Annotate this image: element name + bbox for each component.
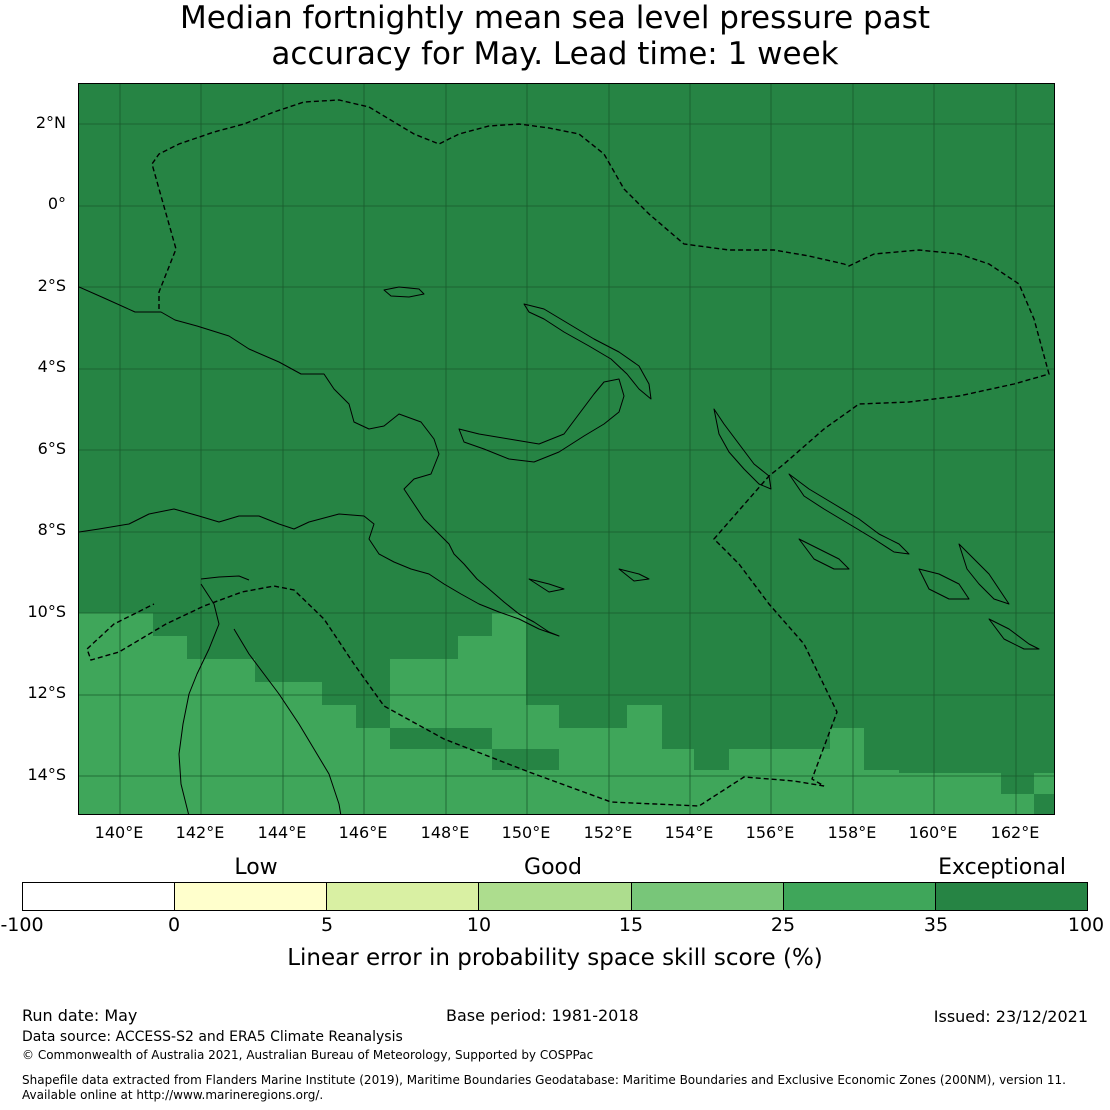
cape-york-east bbox=[233, 628, 342, 814]
lat-label: 12°S bbox=[27, 683, 66, 702]
lon-label: 150°E bbox=[501, 823, 551, 842]
lat-label: 2°S bbox=[37, 276, 66, 295]
colorbar-segment bbox=[479, 883, 632, 910]
coastlines bbox=[79, 286, 1040, 814]
lon-label: 152°E bbox=[583, 823, 633, 842]
colorbar-segment bbox=[935, 883, 1087, 910]
lon-label: 146°E bbox=[338, 823, 388, 842]
shapefile-credit-2: Available online at http://www.marinereg… bbox=[22, 1088, 324, 1102]
map-svg bbox=[79, 84, 1054, 814]
lon-label: 162°E bbox=[990, 823, 1040, 842]
issued-date: Issued: 23/12/2021 bbox=[933, 1007, 1088, 1026]
lon-label: 140°E bbox=[94, 823, 144, 842]
colorbar-title: Linear error in probability space skill … bbox=[287, 945, 823, 971]
lower-skill-patch-d bbox=[1001, 794, 1034, 814]
colorbar-tick: 35 bbox=[923, 914, 949, 936]
colorbar-tick: 100 bbox=[1067, 914, 1105, 936]
solomons-4 bbox=[958, 543, 1010, 605]
colorbar-tick: 25 bbox=[770, 914, 796, 936]
lat-label: 4°S bbox=[37, 357, 66, 376]
colorbar-tick: 5 bbox=[320, 914, 334, 936]
colorbar-segment bbox=[327, 883, 480, 910]
manus-island bbox=[383, 286, 425, 298]
solomons-3 bbox=[918, 568, 970, 600]
bougainville-coast bbox=[713, 408, 772, 490]
copyright: © Commonwealth of Australia 2021, Austra… bbox=[22, 1048, 594, 1062]
lat-label: 0° bbox=[47, 194, 66, 213]
solomons-2 bbox=[798, 538, 850, 570]
lat-label: 8°S bbox=[37, 520, 66, 539]
run-date: Run date: May bbox=[22, 1006, 138, 1025]
lat-label: 14°S bbox=[27, 765, 66, 784]
colorbar-tick: 10 bbox=[466, 914, 492, 936]
louisiade-2 bbox=[618, 568, 650, 582]
map-area[interactable] bbox=[78, 83, 1055, 815]
legend-category-low: Low bbox=[234, 855, 278, 880]
lon-label: 160°E bbox=[908, 823, 958, 842]
shapefile-credit-1: Shapefile data extracted from Flanders M… bbox=[22, 1073, 1066, 1087]
chart-title: Median fortnightly mean sea level pressu… bbox=[0, 0, 1110, 72]
louisiade-1 bbox=[528, 578, 565, 593]
colorbar-tick: -100 bbox=[0, 914, 44, 936]
colorbar-tick: 15 bbox=[618, 914, 644, 936]
colorbar-segment bbox=[175, 883, 328, 910]
lon-label: 158°E bbox=[827, 823, 877, 842]
new-guinea-coast bbox=[79, 286, 560, 637]
legend-category-exceptional: Exceptional bbox=[938, 855, 1066, 880]
solomons-5 bbox=[988, 618, 1040, 650]
title-line-1: Median fortnightly mean sea level pressu… bbox=[179, 0, 931, 36]
colorbar bbox=[22, 882, 1088, 911]
title-line-2: accuracy for May. Lead time: 1 week bbox=[271, 36, 839, 72]
colorbar-segment bbox=[631, 883, 784, 910]
graticule bbox=[79, 84, 1054, 814]
lon-label: 148°E bbox=[420, 823, 470, 842]
lat-label: 6°S bbox=[37, 439, 66, 458]
new-ireland-coast bbox=[523, 303, 652, 400]
data-source: Data source: ACCESS-S2 and ERA5 Climate … bbox=[22, 1029, 403, 1045]
colorbar-tick: 0 bbox=[167, 914, 181, 936]
lat-label: 10°S bbox=[27, 602, 66, 621]
legend-category-good: Good bbox=[524, 855, 582, 880]
lon-label: 154°E bbox=[664, 823, 714, 842]
colorbar-segment bbox=[23, 883, 176, 910]
png-eez-boundary bbox=[86, 99, 1050, 807]
lon-label: 144°E bbox=[257, 823, 307, 842]
lower-skill-patch-b bbox=[186, 659, 220, 682]
colorbar-segment bbox=[783, 883, 936, 910]
base-period: Base period: 1981-2018 bbox=[446, 1006, 639, 1025]
torres-strait bbox=[200, 575, 250, 581]
new-britain-coast bbox=[458, 378, 625, 463]
lower-skill-patch-c bbox=[1034, 773, 1054, 794]
cape-york-coast bbox=[178, 583, 220, 814]
lon-label: 156°E bbox=[745, 823, 795, 842]
solomons-1 bbox=[788, 473, 910, 555]
lower-skill-patch-a bbox=[492, 613, 526, 636]
lon-label: 142°E bbox=[175, 823, 225, 842]
lat-label: 2°N bbox=[35, 113, 66, 132]
lower-skill-region bbox=[79, 613, 1001, 814]
